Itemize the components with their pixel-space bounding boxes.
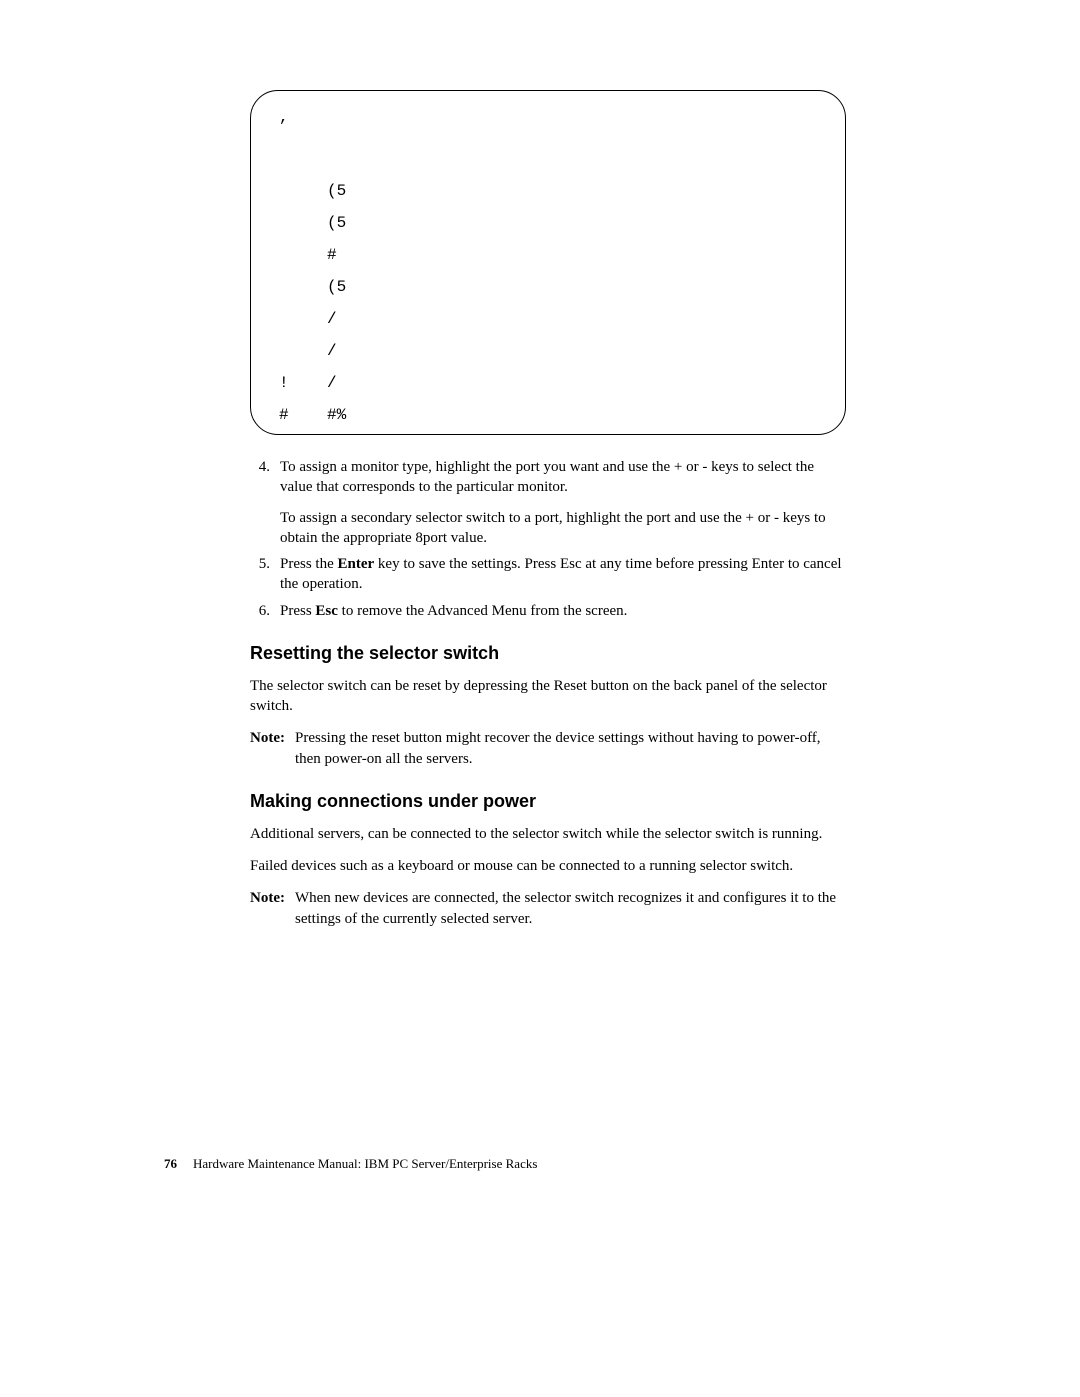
note-block: Note: When new devices are connected, th… [250,888,850,929]
text-pre: Press the [280,556,338,572]
screen-row: / [279,343,817,359]
page-footer: 76 Hardware Maintenance Manual: IBM PC Se… [164,1156,537,1172]
list-body: Press Esc to remove the Advanced Menu fr… [280,601,850,621]
screen-col-a [279,183,327,199]
screen-col-b: / [327,375,337,391]
list-paragraph: Press the Enter key to save the settings… [280,554,850,595]
screen-row: ! / [279,375,817,391]
screen-col-a [279,279,327,295]
note-label: Note: [250,728,295,769]
screen-row: (5 [279,279,817,295]
screen-col-b: (5 [327,215,346,231]
list-paragraph: Press Esc to remove the Advanced Menu fr… [280,601,850,621]
screen-row: # [279,247,817,263]
list-item: 4. To assign a monitor type, highlight t… [250,457,850,548]
terminal-screen-box: , (5 (5 # (5 / / [250,90,846,435]
screen-col-b: / [327,343,337,359]
screen-col-a [279,311,327,327]
body-paragraph: Failed devices such as a keyboard or mou… [250,856,850,876]
key-name: Esc [315,603,338,619]
page-number: 76 [164,1156,177,1171]
footer-text: Hardware Maintenance Manual: IBM PC Serv… [193,1156,537,1171]
text-post: to remove the Advanced Menu from the scr… [338,603,627,619]
screen-col-a [279,247,327,263]
list-number: 5. [250,554,280,595]
screen-rows: (5 (5 # (5 / / ! [279,183,817,423]
screen-col-a: ! [279,375,327,391]
text-pre: Press [280,603,315,619]
list-paragraph: To assign a monitor type, highlight the … [280,457,850,498]
list-body: Press the Enter key to save the settings… [280,554,850,595]
screen-top-mark: , [279,109,817,125]
screen-col-b: # [327,247,337,263]
body-paragraph: The selector switch can be reset by depr… [250,676,850,717]
screen-row: (5 [279,215,817,231]
list-paragraph: To assign a secondary selector switch to… [280,508,850,549]
key-name: Enter [338,556,375,572]
screen-col-a: # [279,407,327,423]
page-content: , (5 (5 # (5 / / [250,90,850,941]
list-item: 6. Press Esc to remove the Advanced Menu… [250,601,850,621]
list-number: 4. [250,457,280,548]
note-body: When new devices are connected, the sele… [295,888,850,929]
screen-col-a [279,215,327,231]
screen-row: / [279,311,817,327]
note-label: Note: [250,888,295,929]
list-body: To assign a monitor type, highlight the … [280,457,850,548]
body-paragraph: Additional servers, can be connected to … [250,824,850,844]
list-number: 6. [250,601,280,621]
note-body: Pressing the reset button might recover … [295,728,850,769]
note-block: Note: Pressing the reset button might re… [250,728,850,769]
section-heading-reset: Resetting the selector switch [250,643,850,664]
section-heading-connections: Making connections under power [250,791,850,812]
list-item: 5. Press the Enter key to save the setti… [250,554,850,595]
screen-col-b: / [327,311,337,327]
screen-col-b: #% [327,407,346,423]
screen-row: # #% [279,407,817,423]
instruction-list: 4. To assign a monitor type, highlight t… [250,457,850,621]
screen-col-b: (5 [327,183,346,199]
screen-col-b: (5 [327,279,346,295]
screen-row: (5 [279,183,817,199]
screen-col-a [279,343,327,359]
